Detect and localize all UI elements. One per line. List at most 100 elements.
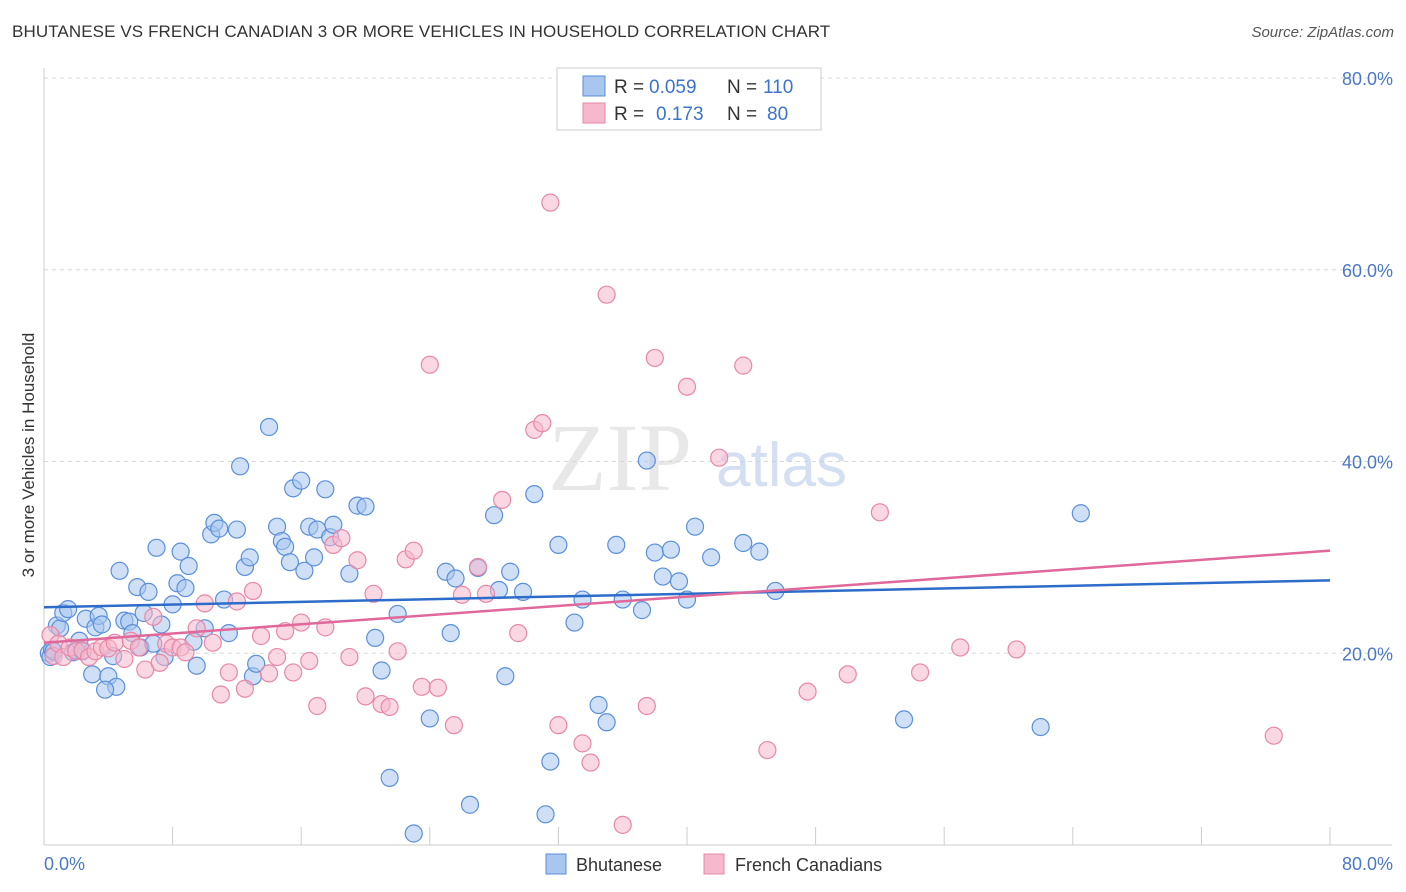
french-canadian-point (581, 753, 600, 772)
bhutanese-point (441, 624, 460, 643)
watermark-atlas: atlas (716, 431, 847, 500)
bhutanese-point (372, 661, 391, 680)
bhutanese-point (702, 548, 721, 567)
bhutanese-point (292, 471, 311, 490)
bhutanese-point (240, 548, 259, 567)
french-canadian-point (308, 696, 327, 716)
french-canadian-point (267, 647, 287, 667)
french-canadian-point (235, 679, 255, 698)
bhutanese-point (231, 457, 250, 476)
bhutanese-point (176, 578, 195, 598)
french-canadian-point (284, 663, 303, 682)
bhutanese-point (661, 540, 681, 559)
bhutanese-point (404, 824, 423, 843)
bhutanese-point (380, 768, 399, 787)
french-canadian-point (203, 633, 222, 652)
bhutanese-point (525, 484, 544, 504)
french-canadian-point (549, 716, 568, 735)
bhutanese-point (613, 590, 632, 609)
bhutanese-point (304, 548, 324, 567)
french-canadian-point (476, 584, 496, 603)
bhutanese-trend-line (43, 579, 1331, 609)
bhutanese-point (653, 567, 672, 586)
french-canadian-point (292, 613, 311, 632)
french-canadian-trend-line (43, 549, 1331, 644)
legend-n-value-2: 80 (767, 104, 788, 125)
bhutanese-point (210, 519, 229, 538)
bhutanese-point (589, 695, 608, 715)
bhutanese-point (280, 553, 300, 572)
french-canadian-point (150, 653, 169, 672)
bhutanese-point (295, 561, 314, 580)
y-axis-title: 3 or more Vehicles in Household (19, 333, 38, 578)
french-canadian-point (243, 581, 263, 601)
bhutanese-point (485, 506, 504, 525)
french-canadian-point (176, 643, 195, 662)
french-canadian-point (452, 585, 472, 604)
french-canadian-point (597, 285, 616, 304)
bhutanese-point (669, 572, 689, 591)
bhutanese-point (324, 515, 343, 534)
bhutanese-point (219, 624, 238, 643)
bhutanese-point (607, 535, 626, 555)
french-canadian-point (420, 355, 439, 374)
bhutanese-point (340, 564, 359, 583)
bhutanese-point (110, 561, 129, 580)
correlation-legend: R = 0.059 N = 110 R = 0.173 N = 80 (556, 67, 822, 131)
legend-r-value-2: 0.173 (656, 104, 704, 125)
french-canadian-point (509, 624, 528, 643)
french-canadian-point (533, 414, 552, 433)
french-canadian-point (380, 697, 399, 717)
bhutanese-point (446, 569, 465, 588)
bhutanese-point (227, 520, 246, 539)
bhutanese-point (356, 497, 375, 516)
bhutanese-point (95, 680, 115, 699)
bhutanese-point (316, 480, 335, 499)
bhutanese-point (597, 713, 616, 732)
french-canadian-point (637, 696, 656, 716)
bhutanese-point (734, 533, 753, 553)
french-canadian-point (798, 682, 817, 701)
bhutanese-point (536, 805, 555, 824)
french-canadian-point (404, 541, 423, 560)
bhutanese-point (420, 709, 439, 728)
bhutanese-point (549, 535, 568, 555)
legend-n-value-1: 110 (763, 77, 793, 98)
legend-n-label-1: N = (727, 77, 757, 98)
french-canadian-point (1007, 640, 1026, 659)
bhutanese-point (750, 542, 769, 561)
x-tick-label: 0.0% (44, 854, 85, 874)
bhutanese-point (632, 601, 652, 620)
legend-r-value-1: 0.059 (649, 77, 697, 98)
legend-r-label-2: R = (614, 104, 644, 125)
bottom-legend-label-french-canadians: French Canadians (735, 855, 882, 875)
french-canadian-point (493, 490, 512, 509)
x-tick-label: 80.0% (1342, 854, 1393, 874)
french-canadian-point (332, 529, 351, 548)
bhutanese-point (501, 562, 520, 581)
french-canadian-point (1264, 726, 1283, 745)
french-canadian-point (340, 647, 359, 667)
bhutanese-point (83, 665, 102, 684)
bhutanese-point (259, 417, 279, 437)
french-canadian-point (115, 649, 134, 669)
bhutanese-point (496, 667, 515, 686)
french-canadian-point (870, 503, 890, 522)
chart-title: BHUTANESE VS FRENCH CANADIAN 3 OR MORE V… (12, 22, 831, 41)
french-canadian-point (412, 677, 431, 696)
french-canadian-point (144, 607, 163, 626)
french-canadian-point (645, 348, 664, 368)
bottom-legend-swatch-french-canadians (703, 853, 725, 875)
legend-swatch-bhutanese (582, 75, 606, 97)
gridlines (44, 77, 1392, 654)
french-canadian-point (573, 734, 592, 753)
french-canadian-point (710, 448, 729, 467)
french-canadian-point (187, 619, 206, 638)
bhutanese-point (179, 556, 198, 576)
french-canadian-point (388, 642, 407, 661)
french-canadian-point (910, 663, 930, 682)
bhutanese-point (565, 613, 584, 632)
french-canadian-point (468, 557, 488, 577)
bottom-legend-label-bhutanese: Bhutanese (576, 855, 662, 875)
